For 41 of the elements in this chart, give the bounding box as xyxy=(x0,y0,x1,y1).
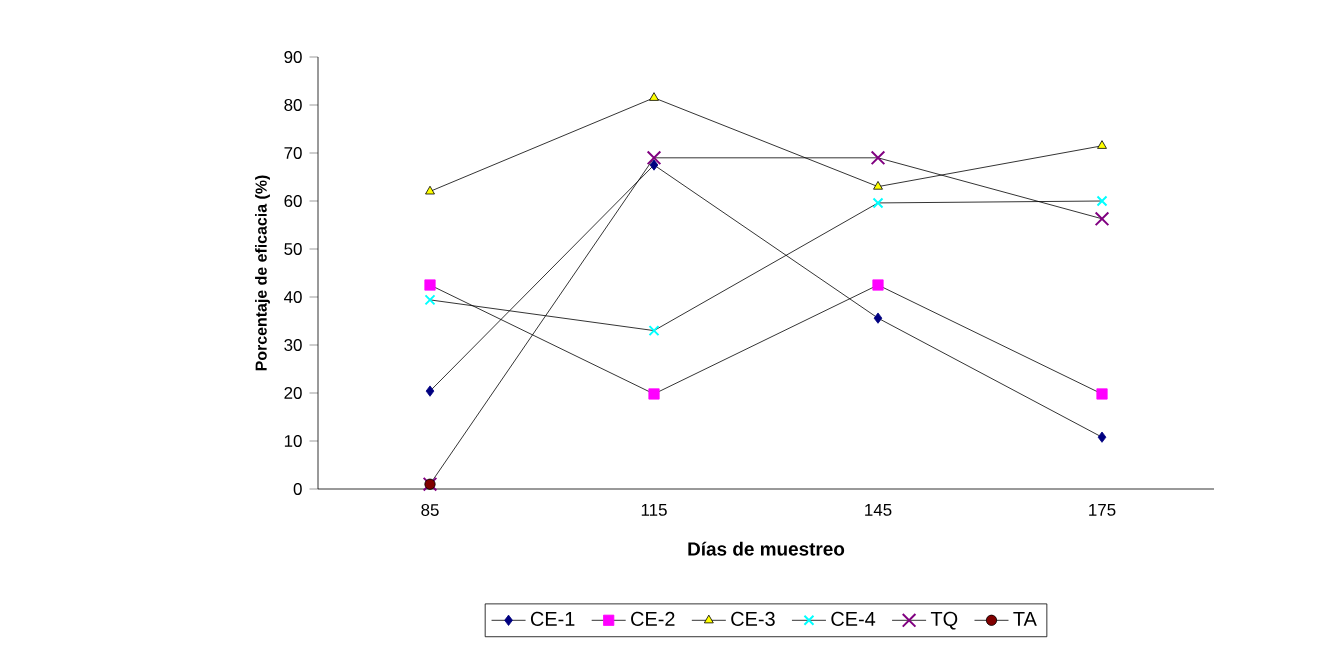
point xyxy=(872,197,884,209)
y-tick-label: 60 xyxy=(284,195,302,207)
point xyxy=(648,388,660,400)
point xyxy=(1097,431,1107,443)
point xyxy=(873,181,883,190)
point xyxy=(1096,195,1108,207)
point xyxy=(870,150,886,166)
y-tick-label: 0 xyxy=(293,483,302,495)
point xyxy=(649,92,659,101)
y-tick-label: 70 xyxy=(284,147,302,159)
legend-label: TQ xyxy=(930,611,958,630)
point xyxy=(424,279,436,291)
y-tick-label: 80 xyxy=(284,99,302,111)
y-tick-label: 50 xyxy=(284,243,302,255)
point xyxy=(649,159,659,171)
legend-label: CE-3 xyxy=(731,611,775,626)
x-tick-label: 85 xyxy=(421,504,439,516)
point xyxy=(646,150,662,166)
point xyxy=(1097,140,1107,149)
y-axis-title: Porcentaje de eficacia (%) xyxy=(255,175,270,371)
legend-label: CE-2 xyxy=(631,611,675,626)
legend-label: CE-1 xyxy=(530,611,575,626)
x-tick-label: 175 xyxy=(1089,504,1116,516)
y-tick-label: 40 xyxy=(283,291,302,303)
point xyxy=(1094,211,1110,227)
point xyxy=(425,185,435,195)
y-tick-label: 20 xyxy=(284,387,302,399)
point xyxy=(1096,388,1108,400)
legend-label: CE-4 xyxy=(831,611,876,626)
point xyxy=(425,385,435,397)
x-tick-label: 145 xyxy=(865,504,892,516)
point xyxy=(872,279,884,291)
y-tick-label: 10 xyxy=(284,435,302,447)
point xyxy=(873,312,883,324)
x-tick-label: 115 xyxy=(641,504,667,516)
point xyxy=(424,294,436,306)
x-axis-title: Días de muestreo xyxy=(688,541,845,556)
legend-label: TA xyxy=(1013,611,1037,626)
y-tick-label: 30 xyxy=(284,339,302,351)
point xyxy=(648,325,660,337)
y-tick-label: 90 xyxy=(284,51,302,63)
